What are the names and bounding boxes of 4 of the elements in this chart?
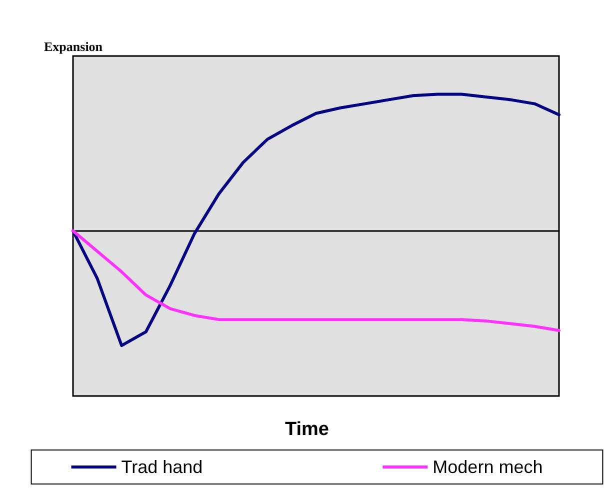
y-axis-title: Expansion (44, 39, 104, 54)
legend-label: Modern mech (432, 457, 543, 477)
x-axis-title: Time (285, 419, 330, 440)
legend-label: Trad hand (121, 457, 203, 477)
